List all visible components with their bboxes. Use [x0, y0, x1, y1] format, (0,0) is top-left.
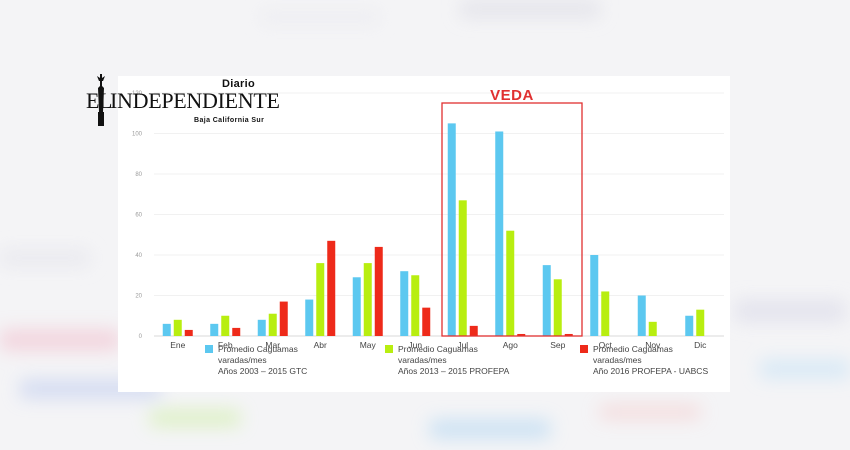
bar-chart: 0 20 40 60 80 100 120 Ene Feb Mar Abr May Jun Jul Ago S…	[132, 87, 724, 376]
bar	[564, 333, 573, 336]
bar	[173, 319, 182, 336]
logo-el: EL	[86, 88, 112, 113]
y-tick-label: 120	[132, 91, 143, 97]
logo-region: Baja California Sur	[194, 117, 265, 124]
x-tick-label: Ene	[170, 340, 185, 350]
x-tick-label: May	[360, 340, 377, 350]
bar	[400, 271, 409, 336]
bar	[542, 265, 551, 336]
veda-label: VEDA	[490, 87, 534, 104]
x-tick-label: Jun	[408, 340, 422, 350]
x-tick-label: Nov	[645, 340, 661, 350]
legend-label: Años 2013 – 2015 PROFEPA	[398, 366, 510, 376]
bar	[184, 329, 193, 336]
bar	[553, 279, 562, 336]
y-tick-label: 0	[139, 334, 143, 340]
bar	[210, 323, 219, 336]
bar	[316, 263, 325, 336]
y-tick-label: 40	[135, 253, 142, 259]
x-tick-label: Feb	[218, 340, 233, 350]
bar	[517, 333, 526, 336]
newspaper-logo: Diario EL INDEPENDIENTE Baja California …	[86, 72, 280, 130]
legend-label: Promedio Caguamas	[593, 344, 673, 354]
bar	[458, 200, 467, 336]
bar	[162, 323, 171, 336]
logo-name: INDEPENDIENTE	[110, 88, 280, 113]
bar	[232, 327, 241, 336]
bar	[305, 299, 314, 336]
legend-label: Año 2016 PROFEPA - UABCS	[593, 366, 708, 376]
legend-label: Promedio Caguamas	[398, 344, 478, 354]
legend-label: Años 2003 – 2015 GTC	[218, 366, 307, 376]
bar	[469, 325, 478, 336]
logo-diario: Diario	[222, 78, 255, 90]
angel-statue-icon	[97, 74, 105, 126]
bar	[279, 301, 288, 336]
legend-label: varadas/mes	[398, 355, 447, 365]
bar	[590, 255, 599, 336]
x-tick-label: Abr	[314, 340, 327, 350]
y-tick-label: 60	[135, 213, 142, 219]
bar	[506, 230, 515, 336]
y-tick-label: 100	[132, 132, 143, 138]
x-tick-label: Ago	[503, 340, 518, 350]
legend-label: varadas/mes	[218, 355, 267, 365]
bar	[268, 313, 277, 336]
y-tick-label: 80	[135, 172, 142, 178]
legend-swatch	[385, 345, 393, 353]
bar	[422, 307, 431, 336]
x-tick-label: Mar	[265, 340, 280, 350]
bar	[374, 246, 383, 336]
bar	[696, 309, 705, 336]
bar	[637, 295, 646, 336]
legend-label: varadas/mes	[593, 355, 642, 365]
y-tick-label: 20	[135, 294, 142, 300]
bar	[221, 315, 230, 336]
bar	[363, 263, 372, 336]
veda-box	[441, 102, 583, 337]
x-tick-label: Dic	[694, 340, 707, 350]
bar	[257, 319, 266, 336]
bar	[352, 277, 361, 336]
bar	[411, 275, 420, 336]
bar	[495, 131, 504, 336]
legend-label: Promedio Caguamas	[218, 344, 298, 354]
bar	[685, 315, 694, 336]
bar	[447, 123, 456, 336]
x-tick-label: Sep	[550, 340, 565, 350]
legend-swatch	[580, 345, 588, 353]
x-tick-label: Oct	[599, 340, 613, 350]
legend-swatch	[205, 345, 213, 353]
bar	[601, 291, 610, 336]
x-tick-label: Jul	[457, 340, 468, 350]
bar	[648, 321, 657, 336]
chart-panel: 0 20 40 60 80 100 120 Ene Feb Mar Abr May Jun Jul Ago S…	[118, 76, 730, 392]
bar	[327, 240, 336, 336]
